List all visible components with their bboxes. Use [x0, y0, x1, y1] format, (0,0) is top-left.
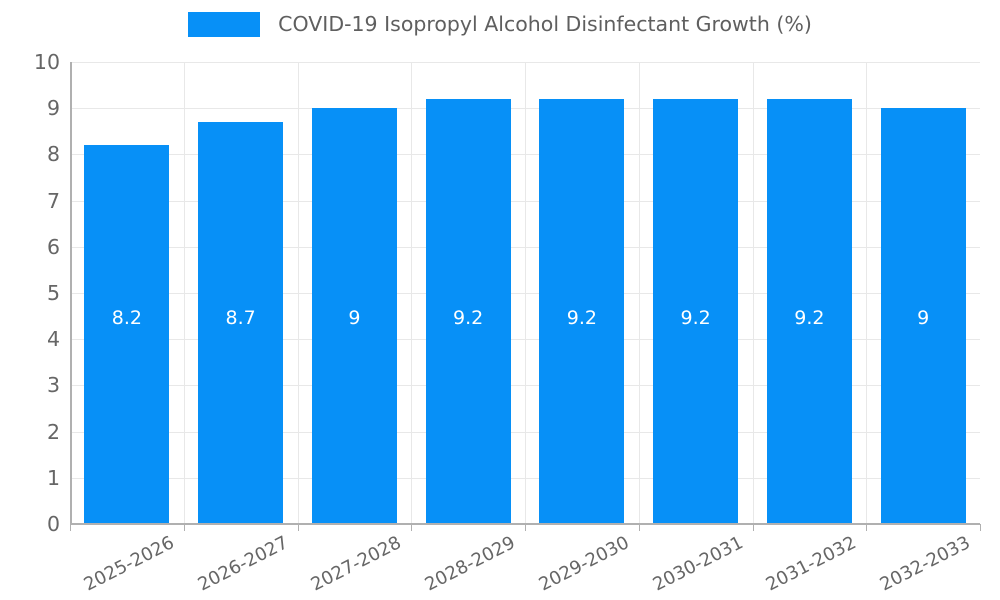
x-axis-tick-label: 2026-2027	[194, 532, 292, 596]
x-axis-tick-mark	[525, 524, 526, 531]
x-axis-tick-label: 2028-2029	[421, 532, 519, 596]
bar-value-label: 9.2	[794, 307, 825, 329]
y-axis-tick-label: 8	[46, 142, 60, 167]
legend-item[interactable]: COVID-19 Isopropyl Alcohol Disinfectant …	[188, 12, 812, 37]
gridline-vertical	[411, 62, 412, 524]
x-axis-tick-label: 2032-2033	[876, 532, 974, 596]
x-axis-tick-label: 2029-2030	[535, 532, 633, 596]
x-axis-tick-mark	[70, 524, 71, 531]
y-axis-tick-label: 4	[46, 326, 60, 351]
x-axis-tick-label: 2031-2032	[763, 532, 861, 596]
bar-value-label: 9	[917, 307, 930, 329]
x-axis-tick-mark	[639, 524, 640, 531]
x-axis-tick-label: 2030-2031	[649, 532, 747, 596]
bar[interactable]: 9.2	[539, 98, 625, 524]
y-axis-tick-label: 5	[46, 280, 60, 305]
y-axis-tick-label: 3	[46, 373, 60, 398]
y-axis-line	[70, 62, 72, 524]
x-axis-tick-mark	[411, 524, 412, 531]
bar-value-label: 9.2	[566, 307, 597, 329]
legend-color-swatch	[188, 12, 261, 37]
y-axis-tick-label: 2	[46, 419, 60, 444]
y-axis-tick-label: 7	[46, 188, 60, 213]
bar-value-label: 9	[348, 307, 361, 329]
gridline-vertical	[639, 62, 640, 524]
chart-legend: COVID-19 Isopropyl Alcohol Disinfectant …	[0, 12, 1000, 37]
y-axis-tick-label: 9	[46, 95, 60, 120]
bar[interactable]: 9.2	[766, 98, 852, 524]
y-axis-tick-label: 10	[33, 49, 60, 74]
x-axis-tick-mark	[753, 524, 754, 531]
x-axis-tick-mark	[980, 524, 981, 531]
legend-label: COVID-19 Isopropyl Alcohol Disinfectant …	[278, 12, 812, 37]
y-axis-tick-labels: 0 1 2 3 4 5 6 7 8 9 10	[0, 52, 60, 534]
y-axis-tick-label: 0	[46, 511, 60, 536]
y-axis-tick-label: 1	[46, 465, 60, 490]
bar-value-label: 9.2	[453, 307, 484, 329]
bar-value-label: 8.7	[225, 307, 256, 329]
x-axis-tick-label: 2025-2026	[80, 532, 178, 596]
x-axis-tick-mark	[298, 524, 299, 531]
gridline-vertical	[866, 62, 867, 524]
gridline-vertical	[298, 62, 299, 524]
bar[interactable]: 8.7	[198, 122, 284, 524]
bar[interactable]: 9	[311, 108, 397, 524]
bar[interactable]: 9	[880, 108, 966, 524]
bar[interactable]: 9.2	[425, 98, 511, 524]
bar-value-label: 8.2	[111, 307, 142, 329]
bar[interactable]: 9.2	[653, 98, 739, 524]
gridline-vertical	[184, 62, 185, 524]
gridline-vertical	[525, 62, 526, 524]
x-axis-tick-labels: 2025-2026 2026-2027 2027-2028 2028-2029 2029…	[0, 524, 1000, 600]
x-axis-tick-mark	[184, 524, 185, 531]
gridline-vertical	[753, 62, 754, 524]
bar-value-label: 9.2	[680, 307, 711, 329]
x-axis-tick-label: 2027-2028	[308, 532, 406, 596]
x-axis-tick-mark	[866, 524, 867, 531]
y-axis-tick-label: 6	[46, 234, 60, 259]
plot-area: 8.2 8.7 9 9.2 9.2 9.2 9.2 9	[70, 62, 980, 525]
bar[interactable]: 8.2	[84, 145, 170, 524]
